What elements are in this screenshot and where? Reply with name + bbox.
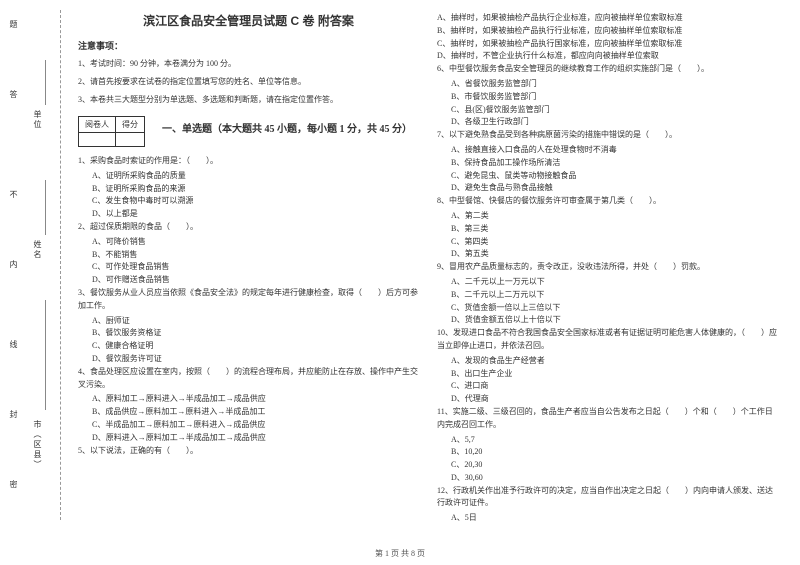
question: 2、超过保质期限的食品（ ）。 [78, 221, 419, 234]
option: A、省餐饮服务监管部门 [437, 78, 778, 91]
option: C、县(区)餐饮服务监管部门 [437, 104, 778, 117]
score-header: 得分 [116, 117, 145, 133]
question: 7、以下避免熟食品受到各种病原菌污染的措施中错误的是（ ）。 [437, 129, 778, 142]
option: C、进口商 [437, 380, 778, 393]
option: D、30,60 [437, 472, 778, 485]
main-content: 滨江区食品安全管理员试题 C 卷 附答案 注意事项： 1、考试时间：90 分钟，… [78, 12, 778, 525]
side-char: 密 [8, 480, 19, 494]
option: B、出口生产企业 [437, 368, 778, 381]
option: C、抽样时，如果被抽检产品执行国家标准，应向被抽样单位索取标准 [437, 38, 778, 51]
option: B、市餐饮服务监管部门 [437, 91, 778, 104]
option: A、接触直接入口食品的人在处理食物时不消毒 [437, 144, 778, 157]
page-footer: 第 1 页 共 8 页 [0, 548, 800, 559]
option: D、代理商 [437, 393, 778, 406]
option: A、可降价销售 [78, 236, 419, 249]
option: C、健康合格证明 [78, 340, 419, 353]
option: D、原料进入→原料加工→半成品加工→成品供应 [78, 432, 419, 445]
side-char: 线 [8, 340, 19, 354]
question-block: 1、采购食品时索证的作用是：（ ）。 A、证明所采购食品的质量 B、证明所采购食… [78, 155, 419, 221]
option: D、以上都是 [78, 208, 419, 221]
exam-title: 滨江区食品安全管理员试题 C 卷 附答案 [78, 12, 419, 29]
option: D、可作赠送食品销售 [78, 274, 419, 287]
question: 10、发现进口食品不符合我国食品安全国家标准或者有证据证明可能危害人体健康的，（… [437, 327, 778, 353]
option: A、抽样时，如果被抽检产品执行企业标准，应向被抽样单位索取标准 [437, 12, 778, 25]
question: 6、中型餐饮服务食品安全管理员的继续教育工作的组织实施部门是（ ）。 [437, 63, 778, 76]
binding-column: 题 答 不 内 线 封 密 单位 姓名 市（区县） [0, 0, 70, 530]
question: 8、中型餐馆、快餐店的餐饮服务许可审查属于第几类（ ）。 [437, 195, 778, 208]
question-block: 12、行政机关作出准予行政许可的决定，应当自作出决定之日起（ ）内向申请人颁发、… [437, 485, 778, 525]
option: A、5,7 [437, 434, 778, 447]
option: A、发现的食品生产经营者 [437, 355, 778, 368]
option: B、二千元以上二万元以下 [437, 289, 778, 302]
option: C、货值金额一倍以上三倍以下 [437, 302, 778, 315]
question: 5、以下说法，正确的有（ ）。 [78, 445, 419, 458]
option: C、可作处理食品销售 [78, 261, 419, 274]
section-heading: 一、单选题（本大题共 45 小题，每小题 1 分，共 45 分） [155, 120, 419, 135]
right-column: A、抽样时，如果被抽检产品执行企业标准，应向被抽样单位索取标准 B、抽样时，如果… [437, 12, 778, 525]
question-block: 2、超过保质期限的食品（ ）。 A、可降价销售 B、不能销售 C、可作处理食品销… [78, 221, 419, 287]
option: C、半成品加工→原料加工→原料进入→成品供应 [78, 419, 419, 432]
binding-underline [45, 60, 46, 105]
option: B、证明所采购食品的来源 [78, 183, 419, 196]
question-block: 7、以下避免熟食品受到各种病原菌污染的措施中错误的是（ ）。 A、接触直接入口食… [437, 129, 778, 195]
option: B、成品供应→原料加工→原料进入→半成品加工 [78, 406, 419, 419]
binding-underline [45, 180, 46, 235]
side-char: 答 [8, 90, 19, 104]
option: D、避免生食品与熟食品接触 [437, 182, 778, 195]
question: 11、实施二级、三级召回的，食品生产者应当自公告发布之日起（ ）个和（ ）个工作… [437, 406, 778, 432]
question-block: 4、食品处理区应设置在室内，按照（ ）的流程合理布局，并应能防止在存放、操作中产… [78, 366, 419, 445]
score-cell [116, 133, 145, 147]
side-char: 封 [8, 410, 19, 424]
question-block: 9、冒用农产品质量标志的，责令改正，没收违法所得，并处（ ）罚款。 A、二千元以… [437, 261, 778, 327]
option: B、不能销售 [78, 249, 419, 262]
option: A、二千元以上一万元以下 [437, 276, 778, 289]
question: 9、冒用农产品质量标志的，责令改正，没收违法所得，并处（ ）罚款。 [437, 261, 778, 274]
option: A、第二类 [437, 210, 778, 223]
side-char: 内 [8, 260, 19, 274]
score-cell [79, 133, 116, 147]
question: 3、餐饮服务从业人员应当依照《食品安全法》的规定每年进行健康检查，取得（ ）后方… [78, 287, 419, 313]
dash-line [60, 10, 61, 520]
question: 4、食品处理区应设置在室内，按照（ ）的流程合理布局，并应能防止在存放、操作中产… [78, 366, 419, 392]
option: A、5日 [437, 512, 778, 525]
score-table: 阅卷人 得分 [78, 116, 145, 147]
question-block: 11、实施二级、三级召回的，食品生产者应当自公告发布之日起（ ）个和（ ）个工作… [437, 406, 778, 485]
option: B、10,20 [437, 446, 778, 459]
notice-heading: 注意事项： [78, 39, 419, 52]
question-block: 3、餐饮服务从业人员应当依照《食品安全法》的规定每年进行健康检查，取得（ ）后方… [78, 287, 419, 366]
option: B、餐饮服务资格证 [78, 327, 419, 340]
option: D、餐饮服务许可证 [78, 353, 419, 366]
binding-label-unit: 单位 [32, 110, 43, 130]
question-block: 5、以下说法，正确的有（ ）。 [78, 445, 419, 458]
option: D、货值金额五倍以上十倍以下 [437, 314, 778, 327]
notice-line: 2、请首先按要求在试卷的指定位置填写您的姓名、单位等信息。 [78, 76, 419, 88]
binding-label-city: 市（区县） [32, 420, 43, 470]
option: C、20,30 [437, 459, 778, 472]
option: A、证明所采购食品的质量 [78, 170, 419, 183]
question: 12、行政机关作出准予行政许可的决定，应当自作出决定之日起（ ）内向申请人颁发、… [437, 485, 778, 511]
left-column: 滨江区食品安全管理员试题 C 卷 附答案 注意事项： 1、考试时间：90 分钟，… [78, 12, 419, 525]
option: A、厨师证 [78, 315, 419, 328]
option: D、抽样时，不管企业执行什么标准，都应向向被抽样单位索取 [437, 50, 778, 63]
option: C、第四类 [437, 236, 778, 249]
option: A、原料加工→原料进入→半成品加工→成品供应 [78, 393, 419, 406]
option: D、各级卫生行政部门 [437, 116, 778, 129]
option: B、第三类 [437, 223, 778, 236]
question-block: 8、中型餐馆、快餐店的餐饮服务许可审查属于第几类（ ）。 A、第二类 B、第三类… [437, 195, 778, 261]
option: C、发生食物中毒时可以溯源 [78, 195, 419, 208]
option: D、第五类 [437, 248, 778, 261]
question-block: 10、发现进口食品不符合我国食品安全国家标准或者有证据证明可能危害人体健康的，（… [437, 327, 778, 406]
option: C、避免昆虫、鼠类等动物接触食品 [437, 170, 778, 183]
binding-label-name: 姓名 [32, 240, 43, 260]
question: 1、采购食品时索证的作用是：（ ）。 [78, 155, 419, 168]
side-char: 不 [8, 190, 19, 204]
score-header: 阅卷人 [79, 117, 116, 133]
question-block: 6、中型餐饮服务食品安全管理员的继续教育工作的组织实施部门是（ ）。 A、省餐饮… [437, 63, 778, 129]
option: B、抽样时，如果被抽检产品执行行业标准，应向被抽样单位索取标准 [437, 25, 778, 38]
option: B、保持食品加工操作场所清洁 [437, 157, 778, 170]
side-char: 题 [8, 20, 19, 34]
notice-line: 3、本卷共三大题型分别为单选题、多选题和判断题，请在指定位置作答。 [78, 94, 419, 106]
binding-underline [45, 300, 46, 410]
notice-line: 1、考试时间：90 分钟，本卷满分为 100 分。 [78, 58, 419, 70]
